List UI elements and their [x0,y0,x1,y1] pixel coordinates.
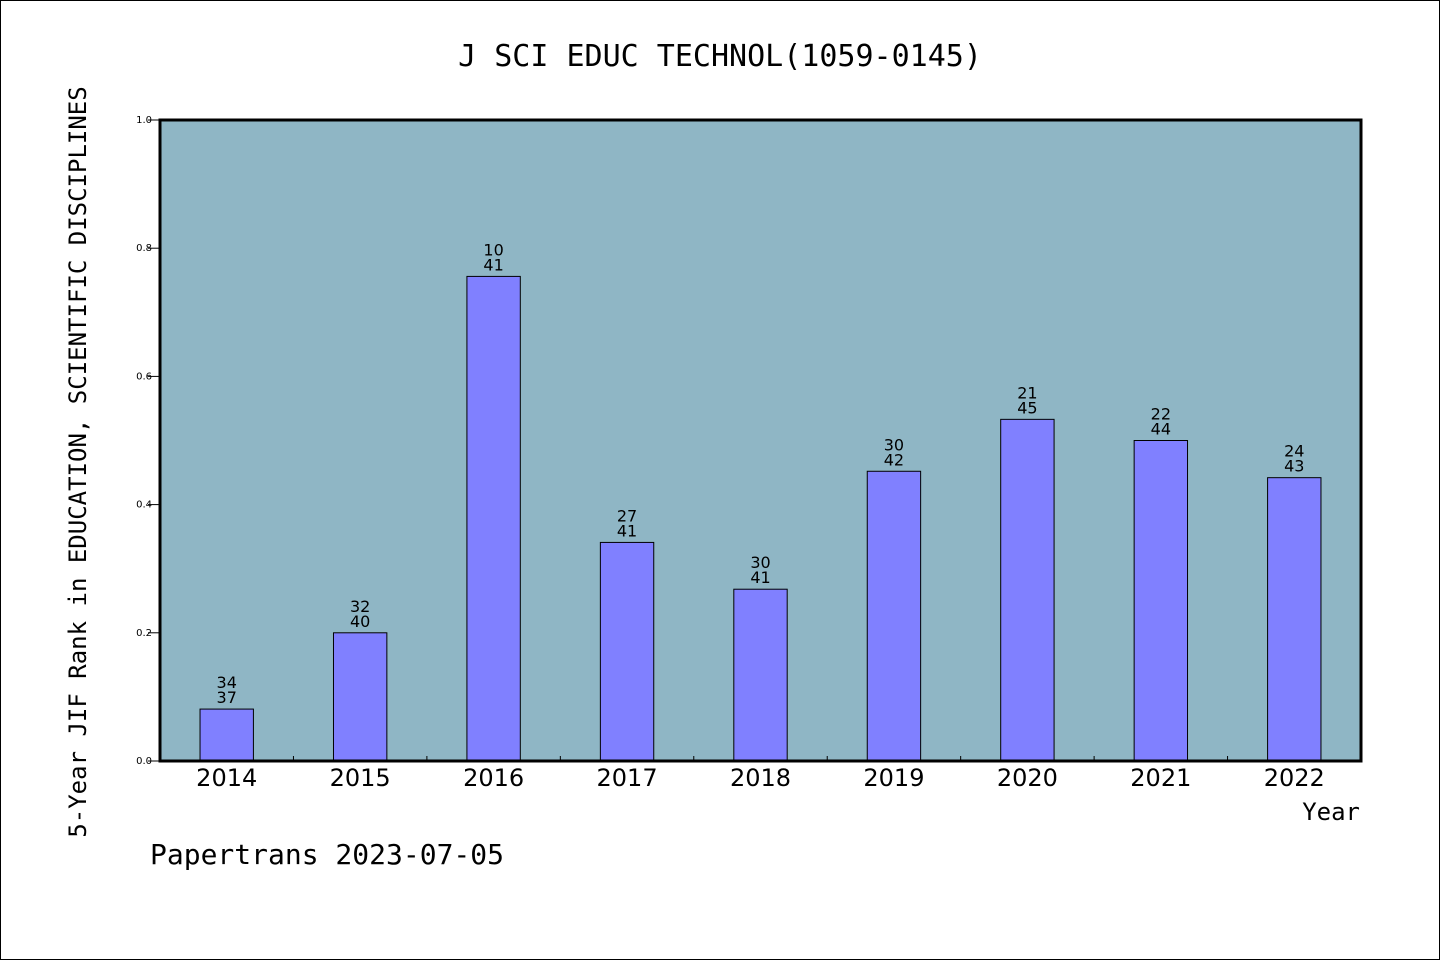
x-tick-label-2017: 2017 [597,764,658,792]
data-label-rank-2021: 22 [1151,405,1171,424]
bar-2021 [1133,440,1189,762]
y-axis-label: 5-Year JIF Rank in EDUCATION, SCIENTIFIC… [64,86,92,837]
footer-text: Papertrans 2023-07-05 [150,838,504,871]
bar-2018 [733,588,788,762]
data-label-total-2016: 41 [483,255,503,274]
data-label-total-2022: 43 [1284,457,1304,476]
y-tick-label: 1.0 [136,115,152,126]
data-label-rank-2022: 24 [1284,442,1304,461]
data-label-rank-2017: 27 [617,506,637,525]
plot-border [158,118,1363,763]
bar-2014 [199,708,254,762]
chart-title: J SCI EDUC TECHNOL(1059-0145) [458,39,982,74]
data-label-rank-2018: 30 [750,553,770,572]
x-tick-label-2019: 2019 [863,764,924,792]
data-label-rank-2014: 34 [217,673,237,692]
bar-2016 [466,275,521,762]
y-tick-label: 0.6 [136,371,152,382]
data-label-total-2014: 37 [217,688,237,707]
y-tick-label: 0.2 [136,628,152,639]
bar-2020 [1000,418,1055,762]
x-axis-label: Year [1302,798,1360,826]
y-tick-label: 0.0 [136,756,152,767]
bar-2019 [866,470,922,762]
data-label-rank-2020: 21 [1017,383,1037,402]
data-label-rank-2015: 32 [350,597,370,616]
data-label-total-2018: 41 [750,568,770,587]
bar-2015 [332,632,388,762]
data-label-total-2020: 45 [1017,398,1037,417]
data-label-total-2021: 44 [1151,420,1171,439]
bar-2017 [599,541,655,762]
x-tick-label-2015: 2015 [330,764,391,792]
data-label-total-2015: 40 [350,612,370,631]
data-label-rank-2016: 10 [483,240,503,259]
y-tick-label: 0.8 [136,243,152,254]
x-tick-label-2016: 2016 [463,764,524,792]
x-tick-label-2022: 2022 [1264,764,1325,792]
data-label-total-2019: 42 [884,450,904,469]
x-tick-label-2021: 2021 [1130,764,1191,792]
bar-2022 [1267,477,1322,762]
y-tick-label: 0.4 [136,500,152,511]
x-tick-label-2014: 2014 [196,764,257,792]
x-tick-label-2018: 2018 [730,764,791,792]
data-label-rank-2019: 30 [884,435,904,454]
x-tick-label-2020: 2020 [997,764,1058,792]
data-label-total-2017: 41 [617,521,637,540]
